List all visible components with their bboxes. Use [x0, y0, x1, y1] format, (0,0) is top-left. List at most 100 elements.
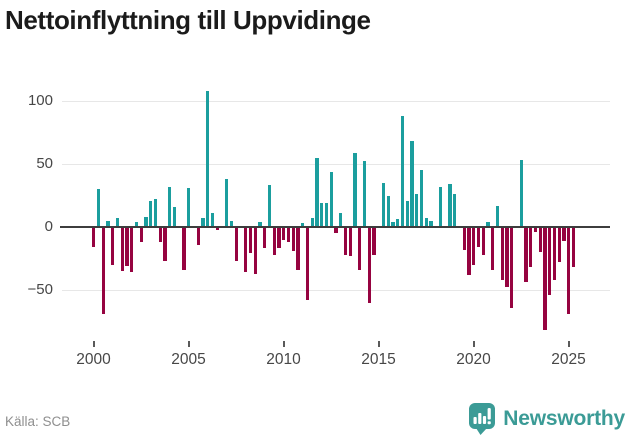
bar-2021-q4 [505, 227, 509, 288]
bar-2001-q2 [115, 218, 120, 227]
newsworthy-bars-icon [468, 402, 496, 435]
bar-2003-q2 [153, 199, 158, 227]
bar-2016-q2 [400, 116, 405, 227]
bar-2000-q2 [96, 189, 101, 227]
bar-2020-q2 [476, 227, 481, 248]
bar-2015-q3 [386, 195, 390, 227]
bar-2008-q3 [253, 227, 257, 274]
bar-2022-q3 [519, 160, 523, 227]
x-axis-label: 2005 [171, 351, 206, 368]
bar-2005-q1 [187, 187, 191, 227]
bar-2011-q3 [310, 218, 314, 227]
bar-2000-q3 [101, 227, 105, 314]
bar-2015-q2 [381, 182, 386, 227]
bar-2013-q1 [339, 213, 343, 227]
bar-2005-q3 [196, 227, 200, 245]
bar-2014-q1 [358, 227, 362, 270]
bar-2004-q4 [182, 227, 186, 270]
bar-2019-q3 [462, 227, 466, 250]
bar-2017-q3 [424, 218, 428, 227]
bar-2013-q3 [348, 227, 352, 256]
bar-2001-q1 [111, 227, 115, 265]
bar-2015-q4 [391, 221, 395, 227]
bar-2011-q1 [301, 223, 305, 227]
bar-2003-q1 [149, 200, 153, 227]
bar-2017-q2 [419, 170, 424, 227]
gridline-50 [62, 164, 610, 165]
bar-2022-q4 [524, 227, 528, 283]
bar-2002-q3 [139, 227, 143, 243]
bar-2020-q1 [472, 227, 476, 265]
bar-2009-q4 [277, 227, 281, 249]
y-axis-label: 50 [36, 155, 53, 172]
bar-2024-q3 [557, 227, 561, 263]
bar-2009-q1 [263, 227, 267, 249]
bar-2004-q2 [172, 206, 177, 227]
x-axis-label: 2000 [76, 351, 111, 368]
bar-2009-q2 [267, 185, 272, 227]
gridline-100 [62, 101, 610, 102]
bar-2014-q2 [362, 161, 367, 227]
bar-2011-q4 [315, 157, 319, 227]
bar-2012-q4 [334, 227, 338, 234]
bar-2023-q4 [543, 227, 547, 331]
bar-2004-q1 [168, 186, 172, 227]
y-axis-label: 0 [44, 218, 53, 235]
bar-2023-q2 [533, 227, 538, 233]
x-axis-tick-2025 [567, 341, 570, 347]
bar-2010-q3 [291, 227, 295, 251]
bar-2018-q2 [438, 186, 443, 227]
bar-2006-q1 [206, 90, 210, 227]
bar-2007-q1 [225, 179, 229, 227]
bar-2009-q3 [272, 227, 276, 255]
bar-2019-q4 [467, 227, 471, 275]
x-axis-label: 2010 [266, 351, 301, 368]
newsworthy-logo-text: Newsworthy [503, 406, 625, 430]
x-axis-tick-2010 [282, 341, 285, 347]
newsworthy-logo: Newsworthy [468, 402, 625, 435]
bar-2022-q1 [510, 227, 514, 308]
bar-2014-q4 [372, 227, 376, 255]
y-axis-label: −50 [27, 281, 53, 298]
bar-2012-q2 [324, 203, 329, 227]
bar-2002-q4 [144, 216, 148, 227]
bar-2007-q3 [234, 227, 238, 262]
bar-2025-q1 [567, 227, 571, 314]
bar-2007-q2 [229, 220, 234, 227]
bar-2024-q4 [562, 227, 566, 241]
bar-2023-q3 [538, 227, 542, 253]
bar-2003-q3 [158, 227, 162, 243]
bar-2019-q1 [453, 194, 457, 227]
bar-2000-q4 [106, 220, 110, 227]
bar-2006-q2 [210, 213, 215, 227]
bar-2002-q1 [130, 227, 134, 273]
bar-2012-q3 [329, 171, 333, 227]
bar-2011-q2 [305, 227, 310, 301]
bar-2023-q1 [529, 227, 533, 268]
gridline--50 [62, 290, 610, 291]
x-axis-label: 2015 [361, 351, 396, 368]
x-axis-label: 2020 [456, 351, 491, 368]
x-axis-tick-2005 [187, 341, 190, 347]
bar-2001-q4 [125, 227, 129, 267]
zero-axis-line [60, 225, 610, 229]
bar-2014-q3 [367, 227, 371, 303]
bar-2021-q1 [491, 227, 495, 270]
bar-2005-q4 [201, 218, 205, 227]
bar-2010-q1 [282, 227, 286, 240]
bar-2013-q4 [353, 152, 357, 227]
bar-2020-q3 [481, 227, 485, 255]
x-axis-tick-2015 [377, 341, 380, 347]
bar-2012-q1 [320, 203, 324, 227]
bar-2024-q1 [548, 227, 552, 296]
bar-2003-q4 [163, 227, 167, 262]
bar-2021-q2 [495, 205, 500, 227]
x-axis-tick-2020 [472, 341, 475, 347]
bar-2008-q2 [248, 227, 253, 254]
bar-2016-q4 [410, 141, 414, 227]
bar-2001-q3 [120, 227, 124, 272]
bar-2017-q1 [415, 194, 419, 227]
bar-2002-q2 [134, 221, 139, 227]
y-axis-label: 100 [27, 92, 53, 109]
